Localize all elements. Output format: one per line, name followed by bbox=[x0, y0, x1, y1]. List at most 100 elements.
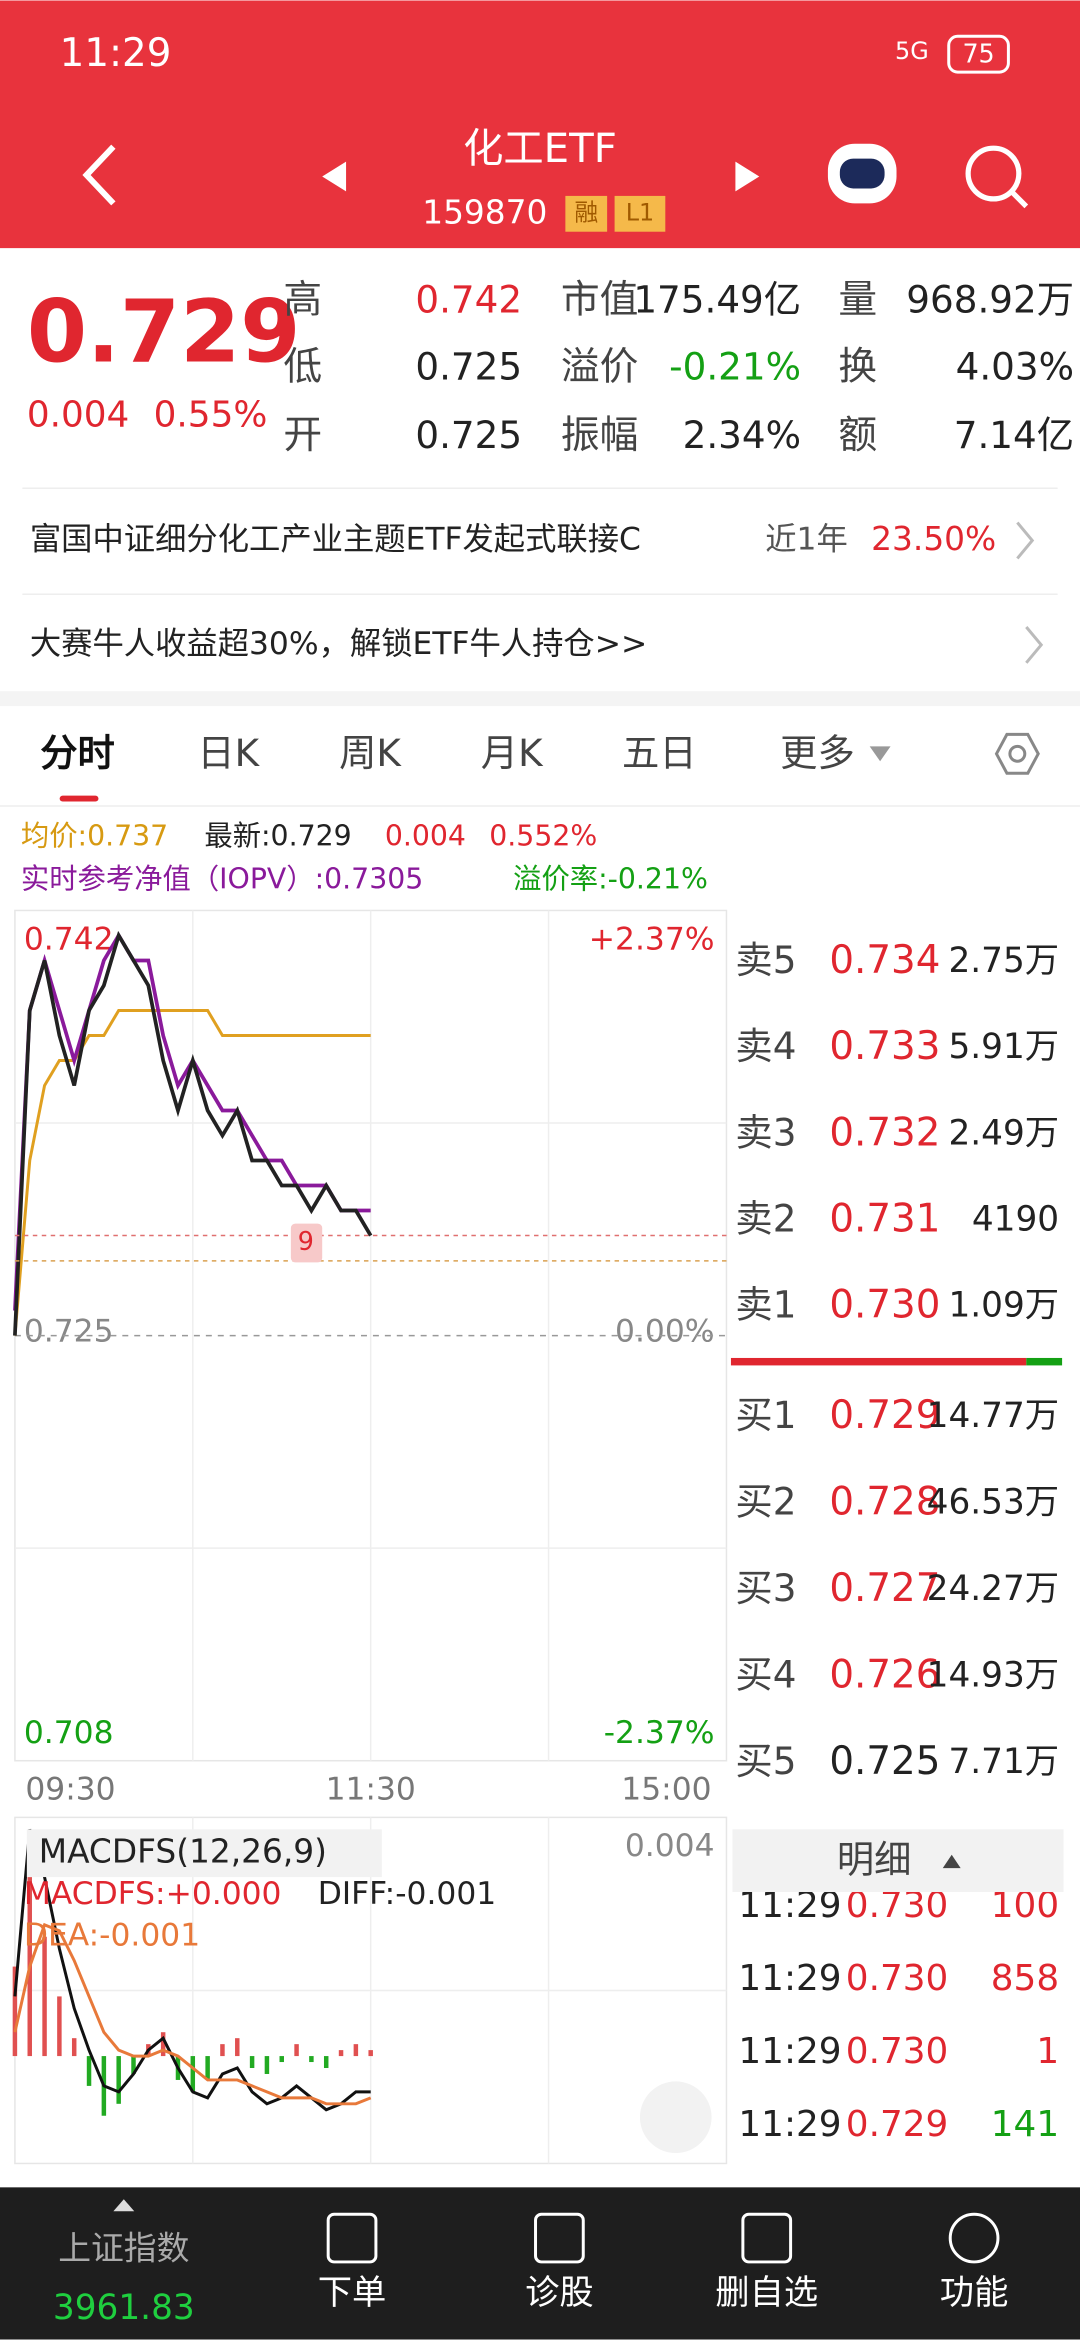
tab-indicator bbox=[59, 795, 99, 802]
dropdown-caret bbox=[869, 746, 891, 762]
price-change: 0.004 bbox=[27, 395, 129, 436]
settings-icon[interactable] bbox=[994, 732, 1040, 775]
badge bbox=[565, 195, 608, 232]
next-button[interactable] bbox=[735, 161, 760, 192]
legend-iopv: 实时参考净值（IOPV）:0.7305 bbox=[21, 863, 423, 896]
stat-value: 4.03% bbox=[956, 344, 1074, 388]
macd-bar bbox=[279, 2056, 284, 2063]
back-button[interactable] bbox=[82, 144, 116, 206]
stat-label: 高 bbox=[283, 277, 322, 322]
stat-value: 0.725 bbox=[415, 344, 522, 388]
details-header[interactable] bbox=[732, 1829, 1064, 1892]
macd-bar bbox=[131, 2056, 136, 2074]
nav-icon bbox=[326, 2212, 378, 2264]
y-tick-label: 0.742 bbox=[24, 921, 114, 957]
stat-label: 量 bbox=[838, 277, 877, 322]
trade-volume: 1 bbox=[1036, 2031, 1059, 2072]
book-volume: 2.75万 bbox=[948, 941, 1059, 981]
trade-price: 0.729 bbox=[846, 2104, 948, 2145]
marker: 9 bbox=[298, 1226, 314, 1256]
book-label: 买3 bbox=[735, 1566, 796, 1610]
index-name[interactable]: 上证指数 bbox=[58, 2230, 189, 2268]
tab[interactable]: 月K bbox=[481, 731, 544, 775]
buy-sell-ratio-red bbox=[730, 1357, 1027, 1366]
macd-bar bbox=[353, 2044, 359, 2057]
search-handle bbox=[1009, 189, 1029, 209]
book-volume: 4190 bbox=[972, 1199, 1059, 1239]
macd-bar bbox=[42, 1936, 47, 2057]
book-price: 0.733 bbox=[829, 1024, 940, 1069]
book-price: 0.725 bbox=[829, 1739, 940, 1784]
tab[interactable]: 五日 bbox=[622, 731, 697, 775]
macd-tick-label: 0.004 bbox=[625, 1828, 715, 1864]
marker-bg bbox=[290, 1223, 323, 1263]
fullscreen-button[interactable] bbox=[639, 2081, 712, 2154]
details-title: 明细 bbox=[837, 1838, 912, 1882]
book-label: 卖3 bbox=[735, 1110, 796, 1154]
price-percent: 0.55% bbox=[154, 395, 268, 436]
tab[interactable]: 更多 bbox=[780, 731, 855, 775]
stat-value: -0.21% bbox=[669, 344, 801, 388]
trade-time: 11:29 bbox=[738, 2104, 841, 2145]
macd-selector-bg[interactable] bbox=[26, 1829, 382, 1878]
legend-percent: 0.552% bbox=[489, 819, 597, 852]
y-tick-label: 0.708 bbox=[24, 1715, 114, 1751]
status-network: 5G bbox=[895, 37, 929, 65]
prev-button[interactable] bbox=[322, 161, 347, 192]
status-time: 11:29 bbox=[60, 31, 172, 76]
macd-bar bbox=[220, 2044, 225, 2057]
tab[interactable]: 分时 bbox=[40, 731, 115, 775]
y-tick-label: 0.725 bbox=[24, 1314, 114, 1350]
robot-face bbox=[839, 158, 885, 189]
fund-link-return: 23.50% bbox=[871, 520, 996, 558]
book-label: 买5 bbox=[735, 1739, 796, 1783]
search-icon[interactable] bbox=[965, 145, 1022, 202]
badge-text: 融 bbox=[574, 198, 598, 226]
stat-value: 175.49亿 bbox=[633, 277, 801, 321]
stat-label: 溢价 bbox=[561, 344, 639, 389]
fund-link-period: 近1年 bbox=[765, 521, 848, 557]
stat-label: 换 bbox=[838, 344, 877, 389]
macd-line bbox=[13, 1922, 372, 2106]
book-price: 0.734 bbox=[829, 938, 940, 983]
tab[interactable]: 周K bbox=[339, 731, 402, 775]
battery bbox=[947, 34, 1010, 74]
book-price: 0.726 bbox=[829, 1653, 940, 1698]
dea-value: DEA:-0.001 bbox=[24, 1918, 200, 1954]
stat-value: 7.14亿 bbox=[954, 413, 1074, 457]
stock-title: 化工ETF bbox=[463, 126, 617, 172]
book-label: 卖5 bbox=[735, 938, 796, 982]
macd-bar bbox=[160, 2032, 166, 2057]
macd-title: MACDFS(12,26,9) bbox=[39, 1833, 327, 1871]
tab[interactable]: 日K bbox=[197, 731, 260, 775]
stat-value: 2.34% bbox=[683, 413, 801, 457]
trade-volume: 141 bbox=[991, 2104, 1059, 2145]
nav-item[interactable]: 下单 bbox=[318, 2273, 387, 2313]
nav-icon bbox=[741, 2212, 793, 2264]
nav-item[interactable]: 功能 bbox=[940, 2273, 1009, 2313]
fund-link-name[interactable]: 富国中证细分化工产业主题ETF发起式联接C bbox=[30, 521, 641, 557]
nav-icon bbox=[948, 2212, 1000, 2264]
price-line bbox=[13, 930, 373, 1336]
macd-bar bbox=[294, 2044, 299, 2057]
macd-value: MACDFS:+0.000 bbox=[24, 1876, 282, 1912]
book-volume: 2.49万 bbox=[948, 1113, 1059, 1153]
nav-item[interactable]: 删自选 bbox=[715, 2273, 818, 2313]
y2-tick-label: 0.00% bbox=[615, 1314, 714, 1350]
bottom-nav-bg bbox=[0, 2187, 1080, 2340]
macd-bar bbox=[309, 2056, 314, 2063]
promo-text[interactable]: 大赛牛人收益超30%，解锁ETF牛人持仓>> bbox=[30, 626, 647, 662]
section-gap bbox=[0, 691, 1080, 707]
legend-latest: 最新:0.729 bbox=[204, 819, 351, 852]
macd-bar bbox=[86, 2056, 92, 2086]
stat-label: 额 bbox=[838, 413, 877, 458]
macd-bar bbox=[71, 2038, 77, 2057]
battery-level: 75 bbox=[962, 39, 994, 69]
legend-change: 0.004 bbox=[385, 819, 466, 852]
x-tick-label: 09:30 bbox=[25, 1772, 115, 1808]
book-volume: 1.09万 bbox=[948, 1285, 1059, 1325]
y2-tick-label: +2.37% bbox=[589, 921, 715, 957]
nav-item[interactable]: 诊股 bbox=[525, 2273, 594, 2313]
macd-bar bbox=[57, 1996, 62, 2057]
